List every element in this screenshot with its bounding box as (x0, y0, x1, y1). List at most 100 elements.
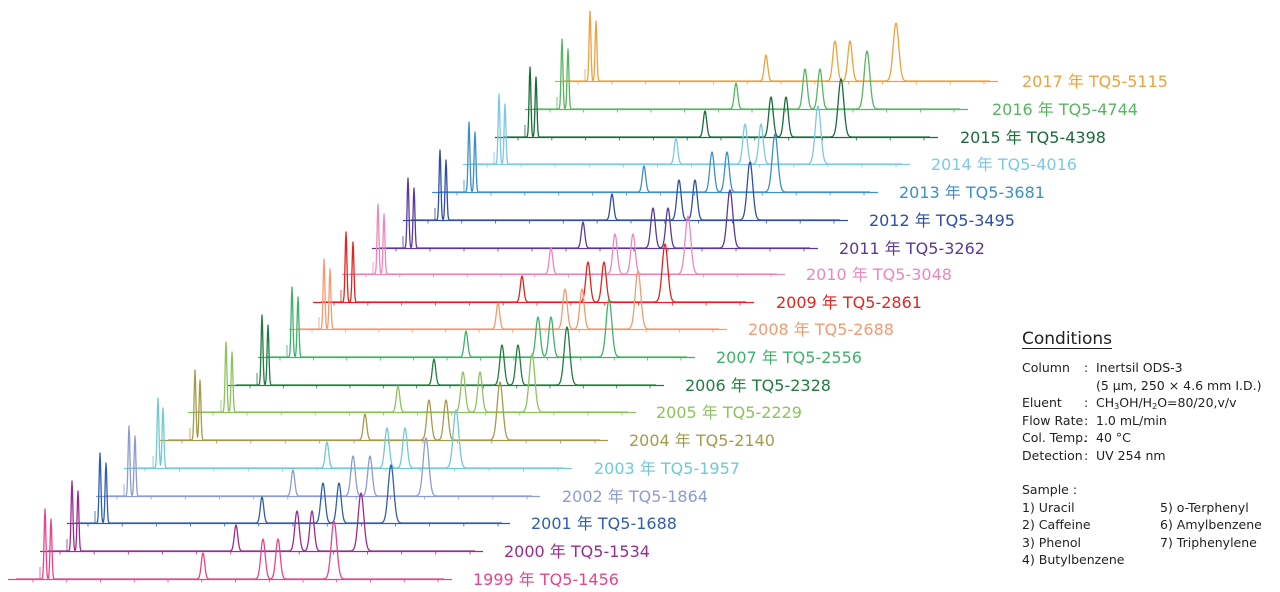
series-label: 2002 年 TQ5-1864 (562, 487, 708, 506)
chromatogram-line (379, 177, 811, 249)
trace-mask (160, 434, 608, 440)
trace-2001: 2001 年 TQ5-1688 (67, 452, 677, 533)
sample-item: 1) Uracil (1022, 499, 1075, 515)
chromatogram-line (562, 10, 991, 82)
chromatogram-line (235, 314, 657, 386)
trace-2007: 2007 年 TQ5-2556 (258, 286, 862, 367)
series-label: 2006 年 TQ5-2328 (685, 376, 831, 395)
chromatogram-line (167, 369, 601, 441)
trace-mask (403, 214, 848, 220)
temp-label: Col. Temp. (1022, 430, 1088, 445)
temp-row: Col. Temp. : 40 °C (1022, 429, 1280, 447)
trace-mask (342, 268, 785, 274)
chromatogram-line (470, 93, 903, 165)
series-label: 2010 年 TQ5-3048 (806, 265, 952, 284)
series-label: 2005 年 TQ5-2229 (656, 403, 802, 422)
eluent-separator: : (1084, 395, 1089, 410)
eluent-part-c: O=80/20,v/v (1157, 395, 1237, 410)
series-label: 2015 年 TQ5-4398 (960, 128, 1106, 147)
eluent-row: Eluent : CH3OH/H2O=80/20,v/v (1022, 394, 1280, 412)
chromatogram-line (439, 121, 871, 193)
chromatogram-line (410, 149, 841, 221)
detection-label: Detection (1022, 447, 1083, 463)
trace-2008: 2008 年 TQ5-2688 (289, 258, 894, 339)
chromatogram-line (532, 38, 961, 110)
trace-mask (188, 406, 636, 412)
detection-row: Detection : UV 254 nm (1022, 447, 1280, 465)
trace-mask (124, 462, 572, 468)
trace-mask (96, 490, 540, 496)
flow-label: Flow Rate (1022, 412, 1084, 428)
series-label: 2012 年 TQ5-3495 (869, 211, 1015, 230)
series-label: 2009 年 TQ5-2861 (776, 293, 922, 312)
chromatogram-line (15, 508, 445, 580)
trace-mask (8, 573, 452, 579)
series-label: 2001 年 TQ5-1688 (531, 514, 677, 533)
conditions-panel: Conditions Column : Inertsil ODS-3 (5 µm… (1022, 329, 1280, 592)
trace-2012: 2012 年 TQ5-3495 (403, 149, 1015, 230)
trace-2016: 2016 年 TQ5-4744 (525, 38, 1138, 119)
chromatogram-line (296, 258, 720, 330)
eluent-part-a: CH (1096, 395, 1115, 410)
trace-2004: 2004 年 TQ5-2140 (160, 369, 775, 450)
trace-mask (495, 131, 938, 137)
chromatogram-line (131, 397, 565, 469)
trace-2015: 2015 年 TQ5-4398 (495, 66, 1106, 147)
chromatogram-line (195, 341, 629, 413)
sample-item: 6) Amylbenzene (1160, 517, 1262, 532)
trace-2009: 2009 年 TQ5-2861 (313, 231, 922, 312)
temp-value: 40 °C (1096, 430, 1131, 445)
series-label: 2013 年 TQ5-3681 (899, 183, 1045, 202)
chromatogram-line (103, 425, 533, 497)
trace-2006: 2006 年 TQ5-2328 (228, 314, 831, 395)
trace-mask (372, 242, 818, 248)
series-label: 2007 年 TQ5-2556 (716, 348, 862, 367)
column-label: Column (1022, 360, 1070, 375)
column-row: Column : Inertsil ODS-3 (1022, 359, 1280, 377)
column-value-detail: (5 µm, 250 × 4.6 mm I.D.) (1096, 377, 1262, 393)
flow-value: 1.0 mL/min (1096, 412, 1167, 428)
trace-2011: 2011 年 TQ5-3262 (372, 177, 985, 258)
trace-2002: 2002 年 TQ5-1864 (96, 425, 708, 506)
trace-mask (313, 296, 754, 302)
conditions-title: Conditions (1022, 329, 1112, 349)
sample-item: 2) Caffeine (1022, 517, 1091, 532)
trace-mask (555, 75, 998, 81)
chromatogram-line (320, 231, 747, 303)
series-label: 2014 年 TQ5-4016 (931, 155, 1077, 174)
trace-1999: 1999 年 TQ5-1456 (8, 508, 619, 589)
detection-value: UV 254 nm (1096, 447, 1166, 463)
sample-item (1160, 551, 1280, 569)
trace-mask (228, 379, 664, 385)
sample-item: 5) o-Terphenyl (1160, 499, 1249, 515)
chromatogram-line (265, 286, 688, 358)
trace-2013: 2013 年 TQ5-3681 (432, 121, 1045, 202)
trace-2010: 2010 年 TQ5-3048 (342, 203, 952, 284)
series-label: 2008 年 TQ5-2688 (748, 320, 894, 339)
series-label: 2003 年 TQ5-1957 (594, 459, 740, 478)
column-value: Inertsil ODS-3 (1096, 360, 1183, 375)
trace-mask (258, 351, 695, 357)
trace-mask (463, 158, 910, 164)
trace-2017: 2017 年 TQ5-5115 (555, 10, 1168, 91)
detection-separator: : (1084, 447, 1089, 463)
chromatogram-line (349, 203, 778, 275)
eluent-part-b: OH/H (1119, 395, 1153, 410)
flow-separator: : (1084, 412, 1089, 428)
eluent-subscript-1: 3 (1114, 402, 1120, 411)
trace-2003: 2003 年 TQ5-1957 (124, 397, 740, 478)
eluent-subscript-2: 2 (1152, 402, 1158, 411)
chromatogram-line (502, 66, 931, 138)
trace-mask (67, 517, 510, 523)
trace-2014: 2014 年 TQ5-4016 (463, 93, 1077, 174)
temp-separator: : (1084, 430, 1089, 445)
eluent-value: CH3OH/H2O=80/20,v/v (1096, 394, 1237, 412)
chromatogram-line (74, 452, 503, 524)
series-label: 2017 年 TQ5-5115 (1022, 72, 1168, 91)
flow-row: Flow Rate : 1.0 mL/min (1022, 412, 1280, 430)
column-detail-row: (5 µm, 250 × 4.6 mm I.D.) (1022, 377, 1280, 395)
series-label: 2011 年 TQ5-3262 (839, 239, 985, 258)
column-separator: : (1084, 360, 1089, 375)
series-label: 2000 年 TQ5-1534 (504, 542, 650, 561)
